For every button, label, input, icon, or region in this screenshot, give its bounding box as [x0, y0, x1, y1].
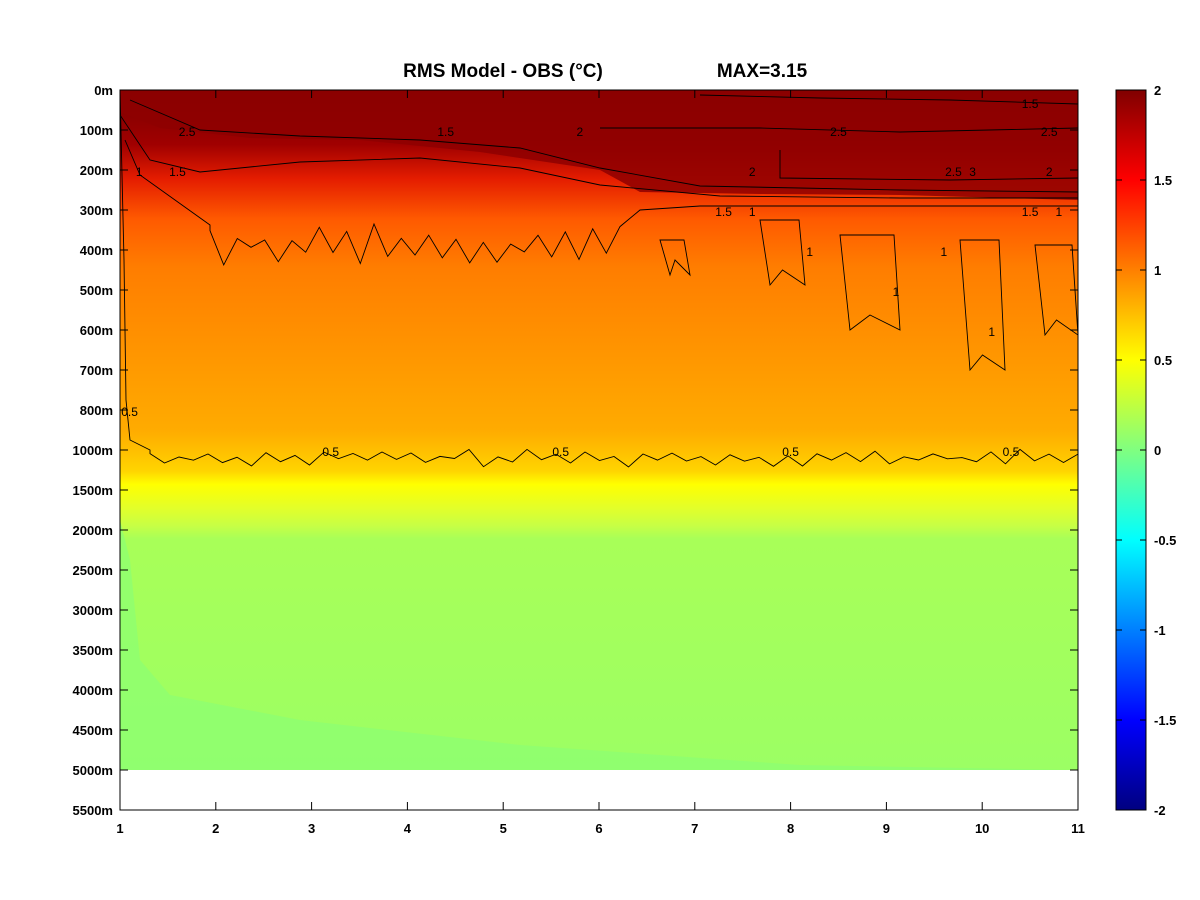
colorbar-tick-label: -2 [1154, 803, 1166, 818]
y-tick-label: 3500m [73, 643, 113, 658]
contour-label: 0.5 [121, 405, 138, 419]
max-value-label: MAX=3.15 [717, 61, 808, 82]
colorbar-tick-label: 2 [1154, 83, 1161, 98]
contour-label: 1 [136, 165, 143, 179]
contour-label: 2.5 [830, 125, 847, 139]
contour-label: 2 [749, 165, 756, 179]
deep-low-rms-region [120, 520, 1078, 770]
colorbar-tick-label: 0 [1154, 443, 1161, 458]
y-tick-label: 4500m [73, 723, 113, 738]
contour-1.5-upper [699, 94, 1078, 105]
x-tick-label: 7 [691, 821, 698, 836]
contour-1-island [659, 239, 691, 277]
y-tick-label: 700m [80, 363, 113, 378]
x-tick-label: 6 [595, 821, 602, 836]
y-tick-label: 100m [80, 123, 113, 138]
contour-label: 0.5 [1003, 445, 1020, 459]
contour-label: 1 [893, 285, 900, 299]
y-tick-label: 5500m [73, 803, 113, 818]
contour-label: 1 [988, 325, 995, 339]
contour-1-island [1034, 244, 1078, 337]
contour-label: 2.5 [1041, 125, 1058, 139]
y-tick-label: 2500m [73, 563, 113, 578]
y-tick-label: 2000m [73, 523, 113, 538]
contour-label: 1.5 [437, 125, 454, 139]
contour-1 [124, 139, 1078, 266]
plot-area [120, 90, 1078, 770]
contour-label: 2 [576, 125, 583, 139]
contour-label: 0.5 [322, 445, 339, 459]
y-tick-label: 400m [80, 243, 113, 258]
contour-label: 1.5 [1022, 97, 1039, 111]
x-tick-label: 3 [308, 821, 315, 836]
y-tick-label: 600m [80, 323, 113, 338]
high-rms-band [120, 90, 1078, 200]
y-tick-label: 0m [94, 83, 113, 98]
y-axis: 0m 100m 200m 300m 400m 500m 600m 700m 800m 1000m 1… [73, 83, 1078, 818]
y-tick-label: 1000m [73, 443, 113, 458]
x-tick-label: 4 [404, 821, 412, 836]
contour-2 [129, 99, 1078, 193]
y-tick-label: 1500m [73, 483, 113, 498]
contour-label: 1 [1055, 205, 1062, 219]
contour-labels: 0.5 0.5 0.5 0.5 0.5 1 1 1 1 1 1 1 1.5 1.5 1.5 1.5 1.5 2 2 2… [121, 97, 1062, 459]
contour-label: 1 [941, 245, 948, 259]
contour-label: 1.5 [1022, 205, 1039, 219]
x-axis: 1 2 3 4 5 6 7 8 9 10 11 [116, 90, 1085, 836]
x-tick-label: 11 [1071, 821, 1085, 836]
x-tick-label: 1 [116, 821, 123, 836]
contour-label: 2 [1046, 165, 1053, 179]
contour-label: 1.5 [715, 205, 732, 219]
contour-label: 1 [806, 245, 813, 259]
colorbar-tick-label: 1 [1154, 263, 1161, 278]
colorbar-tick-label: -1.5 [1154, 713, 1176, 728]
rms-field [120, 90, 1078, 770]
y-tick-label: 4000m [73, 683, 113, 698]
y-tick-label: 300m [80, 203, 113, 218]
contour-label: 1.5 [169, 165, 186, 179]
colorbar-tick-label: 1.5 [1154, 173, 1172, 188]
chart-title: RMS Model - OBS (°C) [403, 61, 603, 82]
x-tick-label: 2 [212, 821, 219, 836]
x-tick-label: 10 [975, 821, 989, 836]
y-tick-label: 800m [80, 403, 113, 418]
contour-2.5 [600, 127, 1078, 181]
contour-label: 0.5 [782, 445, 799, 459]
contour-1-island [959, 239, 1006, 372]
contour-label: 2.5 [945, 165, 962, 179]
contour-label: 2.5 [179, 125, 196, 139]
contour-label: 3 [969, 165, 976, 179]
contour-label: 0.5 [552, 445, 569, 459]
contour-0.5 [120, 90, 1078, 468]
y-tick-label: 500m [80, 283, 113, 298]
y-tick-label: 3000m [73, 603, 113, 618]
colorbar-tick-label: 0.5 [1154, 353, 1172, 368]
contour-1-island [759, 219, 806, 287]
x-tick-label: 5 [500, 821, 507, 836]
y-tick-label: 200m [80, 163, 113, 178]
contour-1.5 [120, 114, 1078, 199]
x-tick-label: 9 [883, 821, 890, 836]
y-tick-label: 5000m [73, 763, 113, 778]
colorbar-tick-label: -0.5 [1154, 533, 1176, 548]
contour-1-island [839, 234, 901, 331]
colorbar-ticks: 2 1.5 1 0.5 0 -0.5 -1 -1.5 -2 [1116, 83, 1176, 818]
contour-label: 1 [749, 205, 756, 219]
x-tick-label: 8 [787, 821, 794, 836]
colorbar-tick-label: -1 [1154, 623, 1166, 638]
contour-lines [120, 90, 1078, 468]
